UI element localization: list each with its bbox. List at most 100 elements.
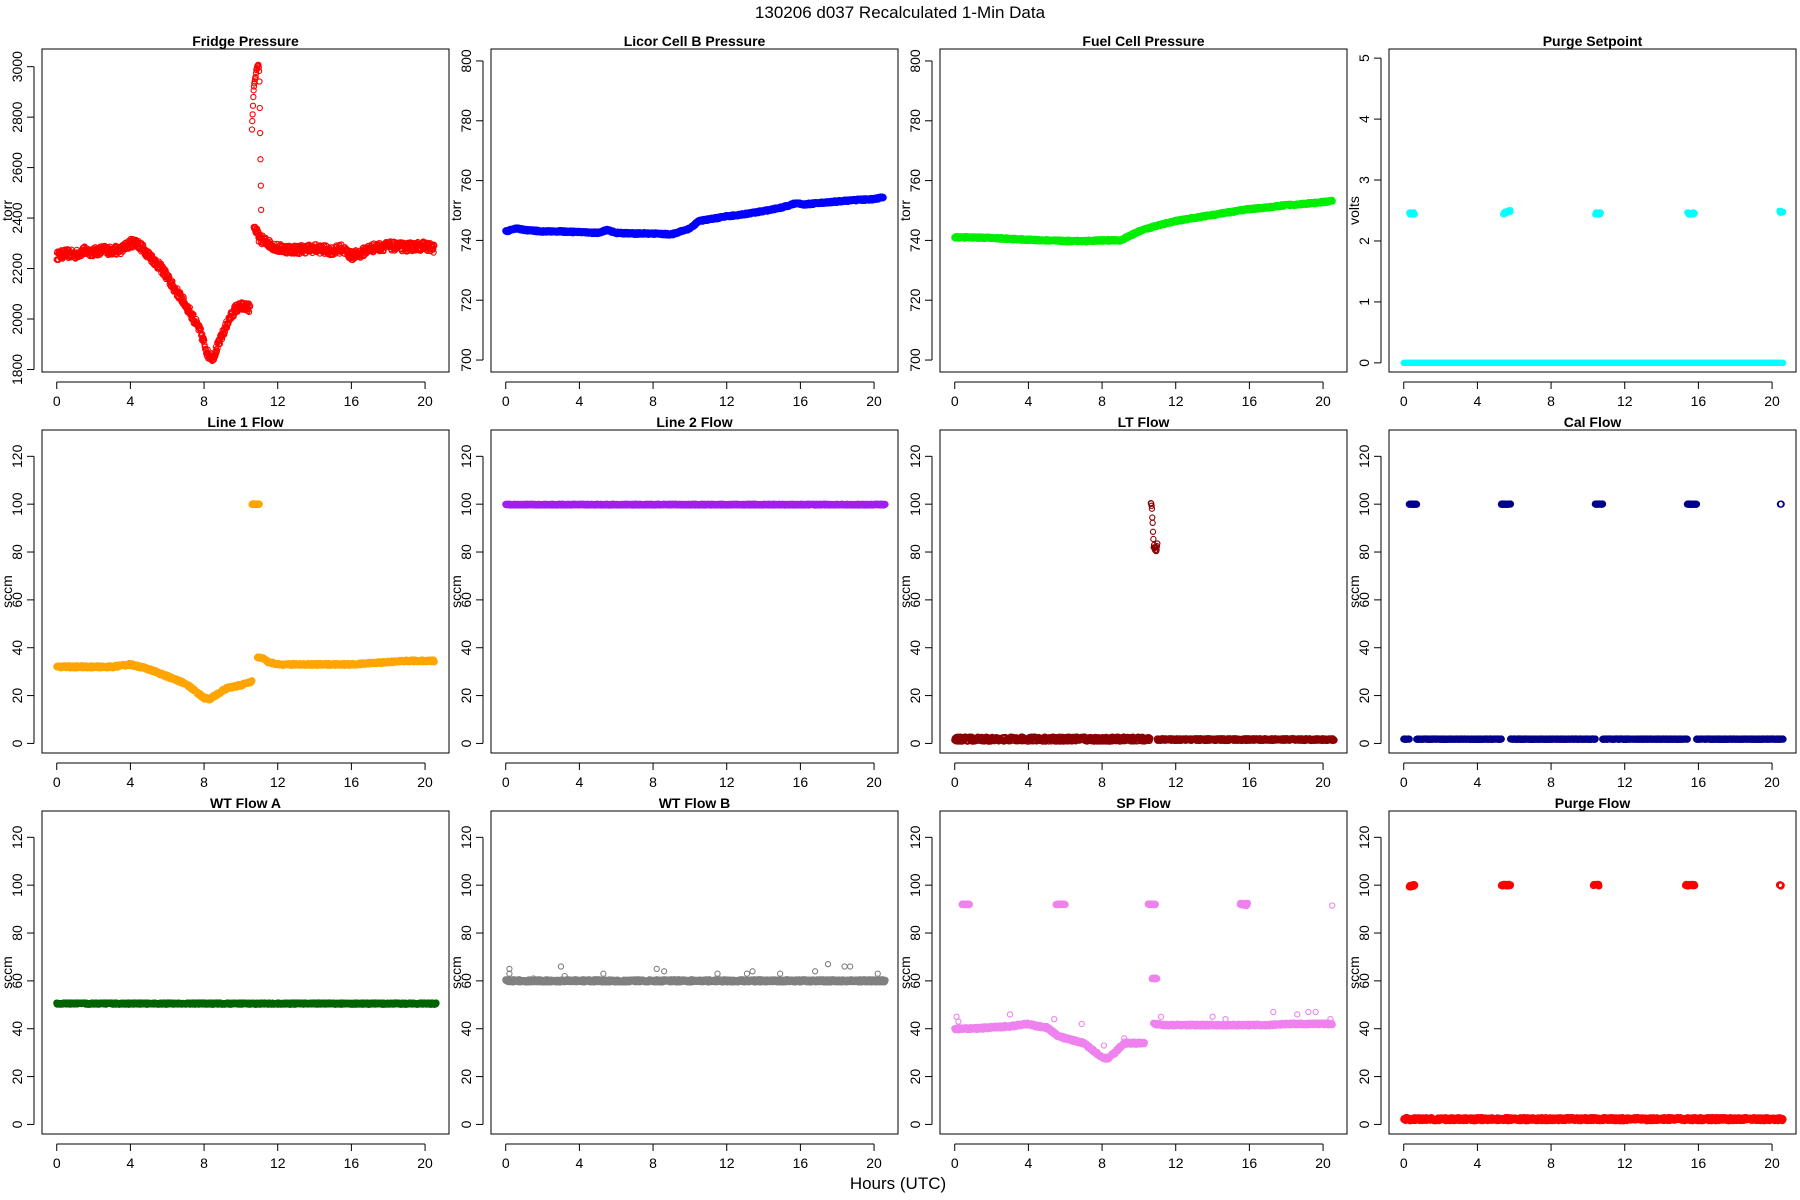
- y-tick-label: 5: [1356, 54, 1372, 62]
- x-axis: 0 4 8 12 16 20: [502, 381, 882, 409]
- x-tick-label: 20: [1764, 393, 1780, 409]
- y-tick-label: 740: [458, 229, 474, 253]
- x-tick-label: 20: [866, 393, 882, 409]
- x-tick-label: 16: [344, 393, 360, 409]
- y-tick-label: 800: [907, 49, 923, 73]
- x-tick-label: 4: [1024, 393, 1032, 409]
- x-tick-label: 20: [417, 393, 433, 409]
- y-tick-label: 4: [1356, 115, 1372, 123]
- x-tick-label: 0: [951, 393, 959, 409]
- y-tick-label: 1800: [9, 354, 25, 385]
- x-tick-label: 4: [1473, 393, 1481, 409]
- x-tick-label: 12: [1617, 393, 1633, 409]
- y-tick-label: 780: [458, 109, 474, 133]
- x-tick-label: 20: [1315, 393, 1331, 409]
- data-point: [213, 347, 221, 354]
- data-point: [221, 331, 228, 338]
- data-point: [250, 93, 257, 101]
- y-axis: 1800 2000 2200 2400 2600 2800 3000: [9, 51, 35, 385]
- x-tick-label: 4: [126, 393, 134, 409]
- data-point: [249, 117, 256, 125]
- y-tick-label: 3: [1356, 176, 1372, 184]
- data-point: [212, 351, 219, 359]
- x-axis: 0 4 8 12 16 20: [1400, 381, 1780, 409]
- y-tick-label: 800: [458, 49, 474, 73]
- x-tick-label: 0: [502, 393, 510, 409]
- data-point: [258, 206, 265, 214]
- x-tick-label: 8: [649, 393, 657, 409]
- x-axis: 0 4 8 12 16 20: [53, 381, 433, 409]
- data-point: [162, 267, 169, 274]
- data-point: [249, 102, 257, 109]
- y-tick-label: 760: [907, 169, 923, 193]
- y-tick-label: 720: [907, 288, 923, 312]
- data-points: [53, 61, 438, 365]
- y-tick-label: 700: [907, 348, 923, 372]
- panel-ylabel: volts: [1346, 196, 1362, 225]
- x-tick-label: 8: [1098, 393, 1106, 409]
- x-tick-label: 8: [1547, 393, 1555, 409]
- y-tick-label: 3000: [9, 51, 25, 82]
- data-point: [252, 73, 259, 81]
- x-tick-label: 0: [1400, 393, 1408, 409]
- panel-ylabel: torr: [448, 200, 464, 221]
- panel-title: Purge Setpoint: [1543, 33, 1643, 49]
- panel: Licor Cell B Pressure torr 0 4 8 12 16 20 700 720…: [448, 33, 899, 409]
- y-tick-label: 2800: [9, 101, 25, 132]
- data-points: [1400, 206, 1787, 367]
- data-point: [190, 311, 197, 318]
- panel-title: Licor Cell B Pressure: [624, 33, 766, 49]
- data-point: [257, 156, 264, 163]
- y-tick-label: 760: [458, 169, 474, 193]
- data-point: [250, 87, 257, 94]
- figure-title: 130206 d037 Recalculated 1-Min Data: [755, 3, 1046, 22]
- y-tick-label: 0: [1356, 359, 1372, 367]
- data-point: [248, 126, 256, 133]
- data-points: [951, 196, 1336, 246]
- x-tick-label: 8: [200, 393, 208, 409]
- y-tick-label: 2600: [9, 152, 25, 183]
- x-tick-label: 0: [53, 393, 61, 409]
- x-tick-label: 16: [1242, 393, 1258, 409]
- y-tick-label: 2200: [9, 253, 25, 284]
- y-tick-label: 720: [458, 288, 474, 312]
- data-point: [169, 278, 176, 285]
- data-points: [53, 500, 438, 704]
- y-tick-label: 2: [1356, 237, 1372, 245]
- y-tick-label: 780: [907, 109, 923, 133]
- data-points: [502, 193, 887, 239]
- plot-frame: [41, 48, 450, 373]
- data-point: [255, 64, 262, 71]
- plot-frame: [490, 48, 899, 373]
- x-axis: 0 4 8 12 16 20: [951, 381, 1331, 409]
- x-tick-label: 16: [793, 393, 809, 409]
- x-tick-label: 12: [719, 393, 735, 409]
- data-point: [199, 330, 206, 338]
- plot-frame: [939, 48, 1348, 373]
- data-point: [257, 182, 264, 189]
- data-point: [256, 129, 264, 137]
- panel-title: Fridge Pressure: [192, 33, 299, 49]
- y-tick-label: 1: [1356, 298, 1372, 306]
- data-point: [249, 111, 256, 118]
- data-point: [246, 303, 254, 310]
- data-point: [256, 78, 263, 85]
- x-tick-label: 16: [1691, 393, 1707, 409]
- panel-title: Line 1 Flow: [207, 414, 283, 430]
- y-tick-label: 700: [458, 348, 474, 372]
- x-tick-label: 12: [270, 393, 286, 409]
- data-point: [180, 295, 187, 302]
- y-tick-label: 2400: [9, 202, 25, 233]
- panel-ylabel: torr: [897, 200, 913, 221]
- y-tick-label: 740: [907, 229, 923, 253]
- x-tick-label: 4: [575, 393, 583, 409]
- y-tick-label: 2000: [9, 303, 25, 334]
- panel-title: Fuel Cell Pressure: [1082, 33, 1204, 49]
- plot-frame: [1388, 48, 1797, 373]
